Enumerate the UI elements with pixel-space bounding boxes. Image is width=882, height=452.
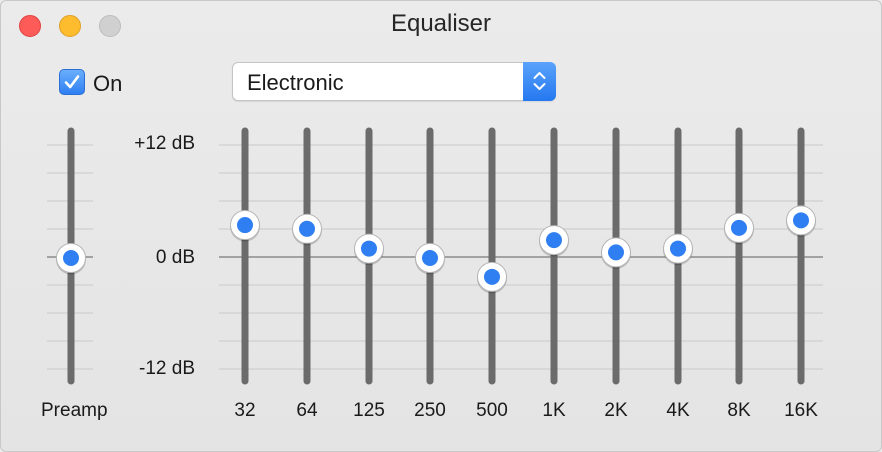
scale-bottom-label: -12 dB: [139, 358, 195, 379]
preset-select-value: Electronic: [247, 70, 344, 95]
band-4k-slider-knob-dot: [670, 240, 686, 257]
band-label-250: 250: [414, 400, 446, 421]
band-label-125: 125: [353, 400, 385, 421]
window-title: Equaliser: [390, 10, 492, 37]
checkmark-icon: [64, 75, 80, 89]
scale-top-label: +12 dB: [134, 133, 195, 154]
band-64-slider-knob-dot: [299, 220, 315, 237]
band-32-slider-knob-dot: [237, 217, 253, 234]
band-16k-slider-knob-dot: [793, 212, 809, 229]
band-label-1k: 1K: [542, 400, 566, 421]
band-2k-slider-knob-dot: [608, 244, 624, 261]
band-label-2k: 2K: [604, 400, 628, 421]
band-label-4k: 4K: [666, 400, 690, 421]
preset-select-stepper[interactable]: [523, 62, 556, 101]
scale-mid-label: 0 dB: [155, 247, 195, 268]
band-label-32: 32: [234, 400, 256, 421]
on-label[interactable]: On: [93, 71, 123, 96]
band-250-slider-knob-dot: [422, 250, 438, 266]
preamp-slider-knob-dot: [63, 250, 79, 266]
band-label-8k: 8K: [727, 400, 751, 421]
band-500-slider-knob-dot: [484, 268, 500, 285]
close-window-button[interactable]: [19, 15, 41, 37]
band-label-500: 500: [476, 400, 508, 421]
up-down-chevron-icon: [533, 72, 546, 90]
zoom-window-button[interactable]: [99, 15, 121, 37]
band-125-slider-knob-dot: [361, 240, 377, 257]
preset-select[interactable]: Electronic: [232, 62, 556, 101]
band-label-16k: 16K: [784, 400, 818, 421]
minimize-window-button[interactable]: [59, 15, 81, 37]
on-checkbox[interactable]: [59, 69, 85, 95]
band-1k-slider-knob-dot: [546, 232, 562, 249]
band-8k-slider-knob-dot: [731, 219, 747, 236]
preamp-label: Preamp: [41, 400, 108, 421]
band-label-64: 64: [296, 400, 318, 421]
